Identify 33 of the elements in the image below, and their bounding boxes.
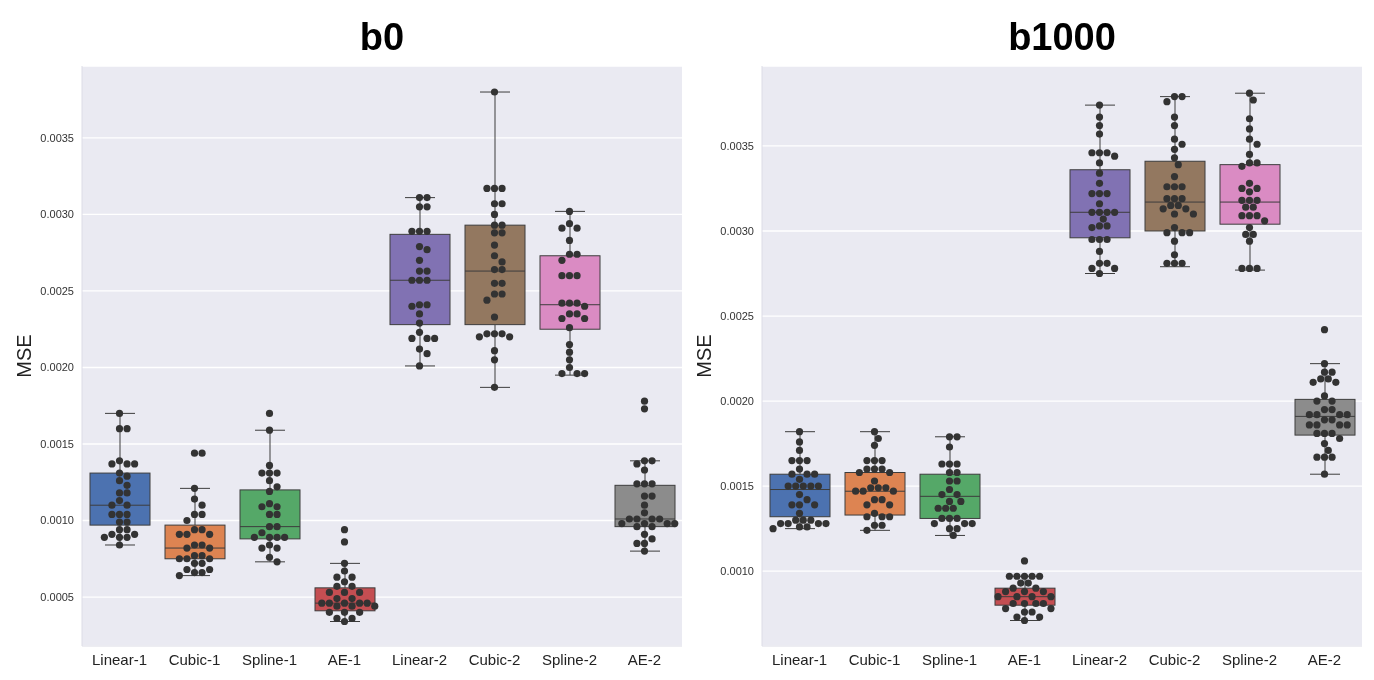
y-tick-label: 0.0015 [40, 437, 74, 450]
x-tick-label: Spline-1 [921, 650, 978, 668]
x-tick-label: Cubic-2 [1148, 650, 1201, 668]
y-tick-label: 0.0020 [720, 394, 754, 407]
y-tick-label: 0.0010 [720, 565, 754, 578]
y-tick-label: 0.0015 [720, 480, 754, 493]
x-tick-label: AE-2 [1307, 650, 1342, 668]
y-tick-label: 0.0025 [720, 309, 754, 322]
y-tick-label: 0.0035 [40, 131, 74, 144]
y-tick-label: 0.0020 [40, 361, 74, 374]
y-tick-label: 0.0010 [40, 514, 74, 527]
y-tick-label: 0.0030 [40, 208, 74, 221]
x-tick-label: AE-2 [627, 650, 662, 668]
x-tick-label: Linear-1 [771, 650, 828, 668]
y-tick-label: 0.0025 [40, 284, 74, 297]
x-tick-label: Linear-1 [91, 650, 148, 668]
x-tick-label: Cubic-1 [848, 650, 901, 668]
x-tick-label: AE-1 [1007, 650, 1042, 668]
chart-title: b0 [358, 15, 406, 60]
y-tick-label: 0.0035 [720, 139, 754, 152]
x-tick-label: Spline-2 [541, 650, 598, 668]
y-axis-title: MSE [13, 334, 36, 378]
x-tick-label: Cubic-1 [168, 650, 221, 668]
chart-title: b1000 [1007, 15, 1117, 60]
x-tick-label: Spline-1 [241, 650, 298, 668]
x-tick-label: Spline-2 [1221, 650, 1278, 668]
x-tick-label: AE-1 [327, 650, 362, 668]
y-tick-label: 0.0005 [40, 590, 74, 603]
y-axis-title: MSE [693, 334, 716, 378]
y-tick-label: 0.0030 [720, 224, 754, 237]
x-tick-label: Linear-2 [391, 650, 448, 668]
x-tick-label: Linear-2 [1071, 650, 1128, 668]
x-tick-label: Cubic-2 [468, 650, 521, 668]
